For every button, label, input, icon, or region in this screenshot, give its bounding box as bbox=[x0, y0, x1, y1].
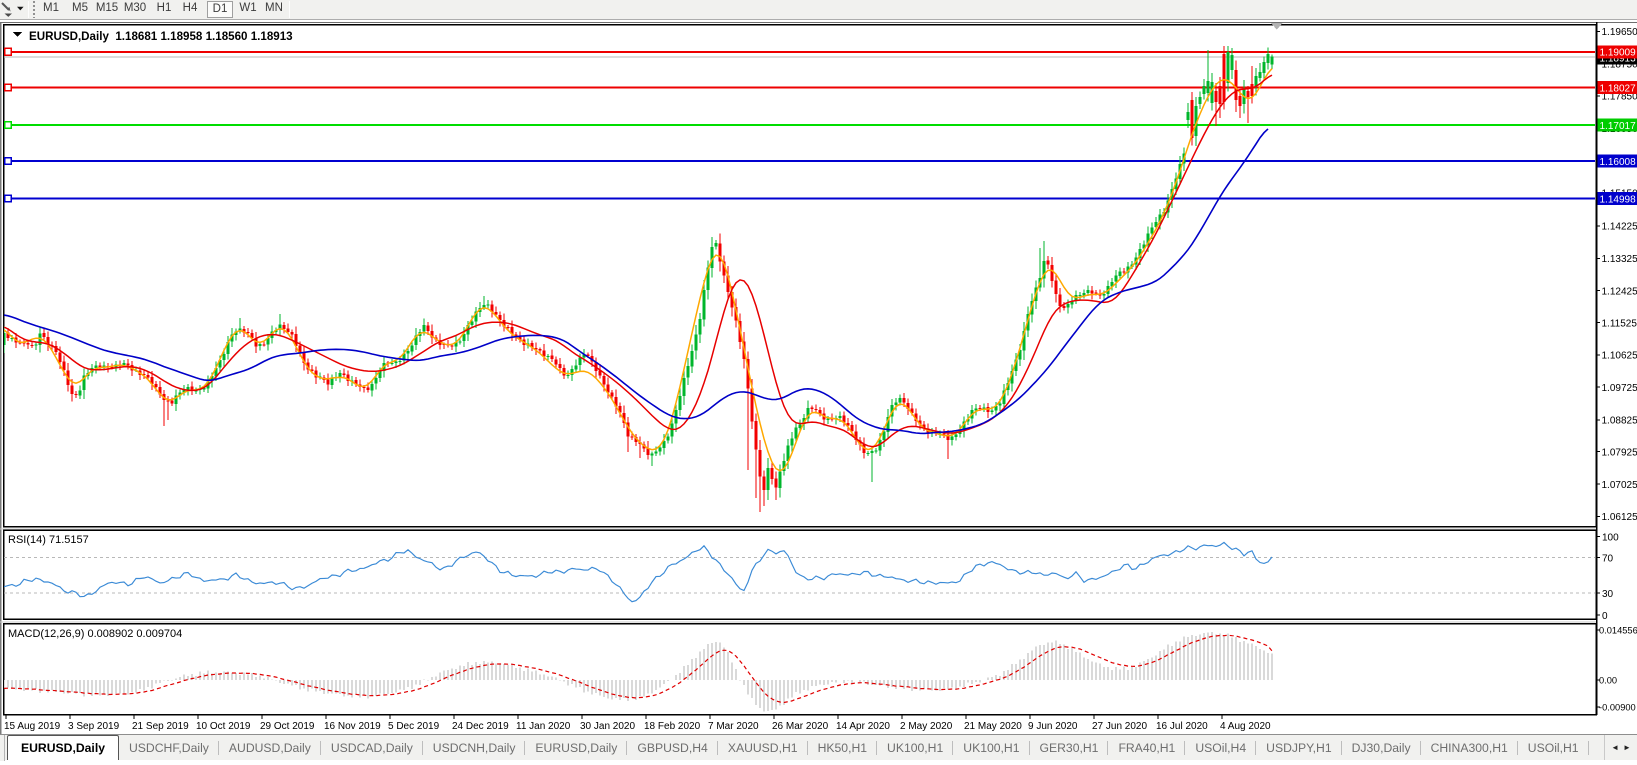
svg-text:0.014556: 0.014556 bbox=[1599, 626, 1637, 636]
svg-text:4 Aug 2020: 4 Aug 2020 bbox=[1220, 721, 1271, 732]
svg-text:15 Aug 2019: 15 Aug 2019 bbox=[4, 721, 61, 732]
svg-text:1.17017: 1.17017 bbox=[1600, 121, 1637, 132]
svg-text:100: 100 bbox=[1602, 533, 1619, 544]
svg-text:27 Jun 2020: 27 Jun 2020 bbox=[1092, 721, 1147, 732]
svg-text:0: 0 bbox=[1602, 611, 1608, 622]
svg-text:10 Oct 2019: 10 Oct 2019 bbox=[196, 721, 251, 732]
svg-text:9 Jun 2020: 9 Jun 2020 bbox=[1028, 721, 1078, 732]
svg-text:1.19009: 1.19009 bbox=[1600, 48, 1637, 59]
svg-text:1.18027: 1.18027 bbox=[1600, 83, 1637, 94]
svg-text:30 Jan 2020: 30 Jan 2020 bbox=[580, 721, 635, 732]
svg-text:18 Feb 2020: 18 Feb 2020 bbox=[644, 721, 701, 732]
svg-text:1.12425: 1.12425 bbox=[1602, 286, 1637, 297]
svg-text:1.07925: 1.07925 bbox=[1602, 448, 1637, 459]
svg-text:3 Sep 2019: 3 Sep 2019 bbox=[68, 721, 120, 732]
svg-text:2 May 2020: 2 May 2020 bbox=[900, 721, 953, 732]
svg-text:24 Dec 2019: 24 Dec 2019 bbox=[452, 721, 509, 732]
svg-text:26 Mar 2020: 26 Mar 2020 bbox=[772, 721, 829, 732]
svg-text:16 Jul 2020: 16 Jul 2020 bbox=[1156, 721, 1208, 732]
svg-text:1.16008: 1.16008 bbox=[1600, 157, 1637, 168]
svg-text:21 May 2020: 21 May 2020 bbox=[964, 721, 1022, 732]
svg-text:1.13325: 1.13325 bbox=[1602, 254, 1637, 265]
svg-text:11 Jan 2020: 11 Jan 2020 bbox=[516, 721, 571, 732]
svg-text:1.09725: 1.09725 bbox=[1602, 383, 1637, 394]
svg-text:EURUSD,Daily 1.18681 1.18958: EURUSD,Daily 1.18681 1.18958 1.18560 1.1… bbox=[29, 30, 293, 43]
svg-text:0.00: 0.00 bbox=[1599, 676, 1617, 686]
svg-text:1.06125: 1.06125 bbox=[1602, 512, 1637, 523]
svg-text:7 Mar 2020: 7 Mar 2020 bbox=[708, 721, 759, 732]
svg-text:RSI(14) 71.5157: RSI(14) 71.5157 bbox=[8, 534, 89, 546]
svg-text:21 Sep 2019: 21 Sep 2019 bbox=[132, 721, 189, 732]
svg-text:1.11525: 1.11525 bbox=[1602, 318, 1637, 329]
svg-text:MACD(12,26,9) 0.008902 0.00970: MACD(12,26,9) 0.008902 0.009704 bbox=[8, 628, 182, 640]
svg-text:5 Dec 2019: 5 Dec 2019 bbox=[388, 721, 440, 732]
svg-text:1.14998: 1.14998 bbox=[1600, 194, 1637, 205]
svg-text:1.07025: 1.07025 bbox=[1602, 480, 1637, 491]
svg-text:14 Apr 2020: 14 Apr 2020 bbox=[836, 721, 890, 732]
svg-text:29 Oct 2019: 29 Oct 2019 bbox=[260, 721, 315, 732]
svg-text:1.08825: 1.08825 bbox=[1602, 416, 1637, 427]
svg-text:30: 30 bbox=[1602, 589, 1614, 600]
svg-text:1.10625: 1.10625 bbox=[1602, 351, 1637, 362]
svg-text:-0.00900: -0.00900 bbox=[1599, 703, 1636, 713]
svg-text:70: 70 bbox=[1602, 554, 1614, 565]
svg-text:16 Nov 2019: 16 Nov 2019 bbox=[324, 721, 381, 732]
svg-text:1.14225: 1.14225 bbox=[1602, 222, 1637, 233]
svg-text:1.19650: 1.19650 bbox=[1602, 27, 1637, 38]
